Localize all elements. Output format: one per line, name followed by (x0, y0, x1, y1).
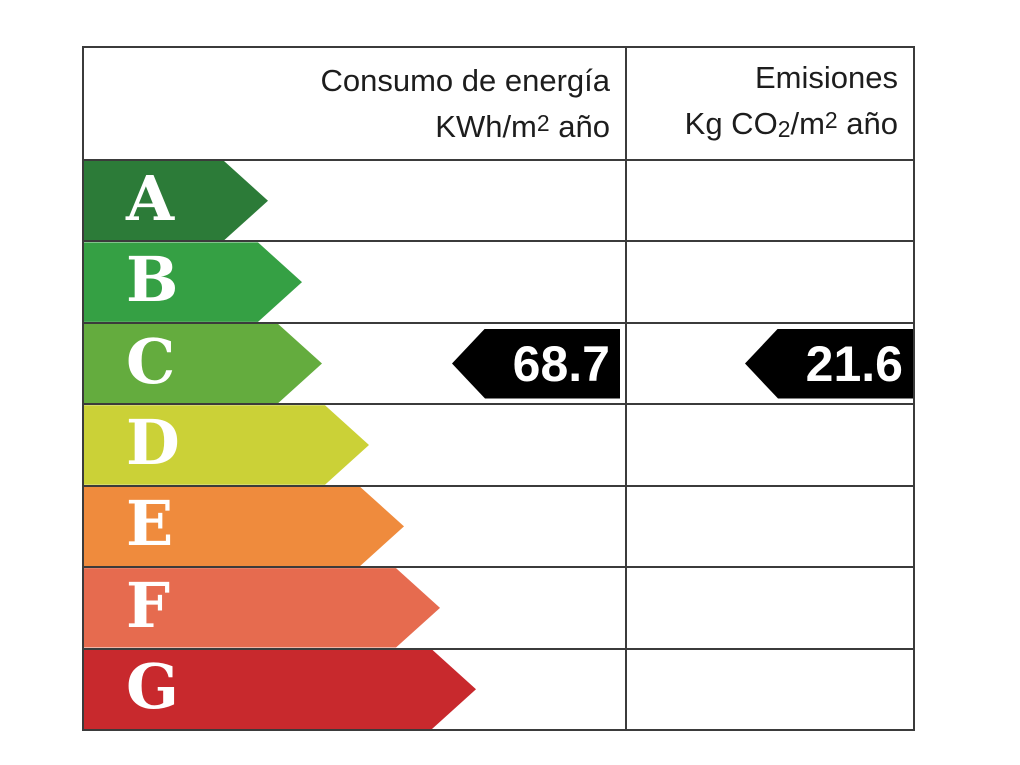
rating-arrow-c: C (84, 324, 322, 403)
consumption-title: Consumo de energía (320, 62, 610, 98)
consumption-value-arrow: 68.7 (452, 328, 620, 399)
rating-e-emissions-cell (627, 487, 913, 566)
rating-arrow-g: G (84, 650, 476, 729)
rating-letter-e: E (126, 487, 174, 561)
rating-f-consumption-cell: F (84, 568, 627, 648)
emissions-unit-mid: /m (790, 105, 825, 141)
emissions-unit-suffix: año (837, 105, 898, 141)
consumption-unit-exponent: 2 (536, 109, 550, 136)
energy-rating-table: Consumo de energía KWh/m2 año Emisiones … (82, 46, 915, 731)
emissions-unit: Kg CO2/m2 año (685, 99, 898, 150)
rating-letter-c: C (126, 324, 176, 398)
rating-a-emissions-cell (627, 161, 913, 240)
rating-e-consumption-cell: E (84, 486, 627, 567)
emissions-value: 21.6 (805, 335, 903, 392)
rating-letter-f: F (126, 568, 171, 642)
rating-arrow-d: D (84, 405, 369, 484)
rating-letter-d: D (126, 405, 180, 479)
emissions-value-arrow: 21.6 (745, 328, 913, 399)
consumption-unit: KWh/m2 año (435, 102, 610, 148)
rating-row-a: A (84, 159, 913, 241)
rating-arrow-f: F (84, 568, 440, 647)
consumption-unit-suffix: año (549, 108, 610, 144)
rating-b-emissions-cell (627, 242, 913, 321)
rating-g-emissions-cell (627, 650, 913, 729)
rating-d-consumption-cell: D (84, 405, 627, 485)
consumption-unit-prefix: KWh/m (435, 108, 537, 144)
rating-row-d: D (84, 403, 913, 485)
emissions-unit-subscript: 2 (777, 116, 791, 143)
rating-row-f: F (84, 566, 913, 648)
rating-letter-g: G (126, 650, 179, 724)
rating-row-c: C 68.7 21.6 (84, 321, 913, 404)
emissions-unit-exponent: 2 (824, 106, 838, 133)
consumption-value: 68.7 (512, 335, 610, 392)
rating-letter-a: A (126, 161, 175, 235)
rating-arrow-a: A (84, 161, 268, 240)
rating-g-consumption-cell: G (84, 649, 627, 729)
emissions-header: Emisiones Kg CO2/m2 año (627, 48, 913, 159)
rating-arrow-b: B (84, 242, 302, 321)
rating-c-emissions-cell: 21.6 (627, 324, 913, 403)
rating-row-b: B (84, 240, 913, 322)
consumption-header: Consumo de energía KWh/m2 año (84, 48, 627, 159)
emissions-title: Emisiones (755, 59, 898, 95)
rating-arrow-e: E (84, 487, 404, 566)
emissions-unit-prefix: Kg CO (684, 105, 778, 141)
rating-a-consumption-cell: A (84, 161, 627, 241)
rating-c-consumption-cell: C 68.7 (84, 323, 627, 404)
rating-b-consumption-cell: B (84, 242, 627, 322)
rating-row-g: G (84, 647, 913, 729)
rating-letter-b: B (126, 243, 179, 317)
rating-row-e: E (84, 484, 913, 567)
rating-f-emissions-cell (627, 568, 913, 647)
table-header-row: Consumo de energía KWh/m2 año Emisiones … (84, 48, 913, 159)
rating-d-emissions-cell (627, 405, 913, 484)
